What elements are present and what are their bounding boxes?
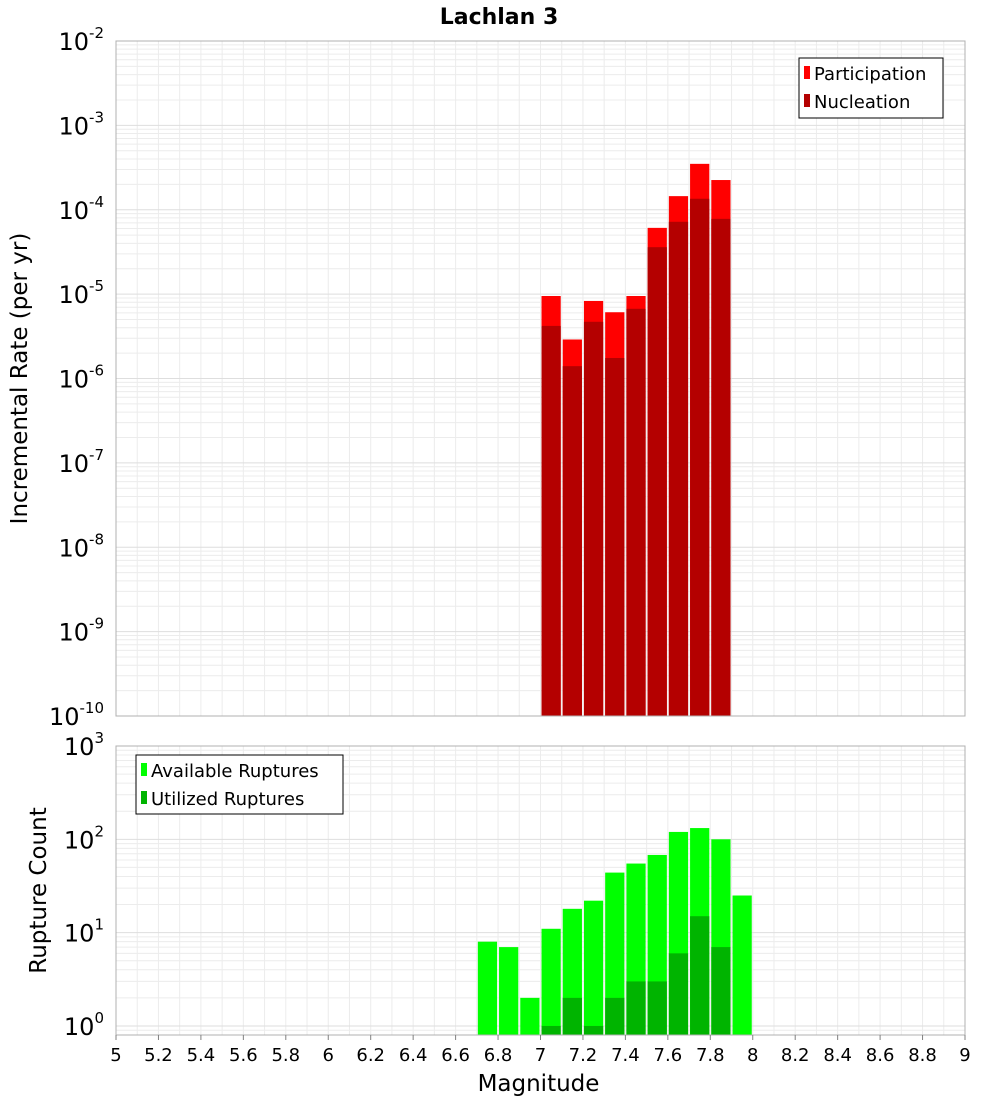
panel1-plot-border <box>115 40 966 717</box>
panel2-y-tick-label: 103 <box>64 729 104 761</box>
panel2-x-tick-label: 7.6 <box>654 1045 683 1066</box>
panel2-x-tick-label: 7.8 <box>696 1045 725 1066</box>
panel2-x-tick-label: 6.4 <box>399 1045 428 1066</box>
panel1-y-tick-label: 10-4 <box>58 193 104 225</box>
panel2-x-tick-label: 8.8 <box>908 1045 937 1066</box>
panel2-legend-swatch <box>141 763 147 776</box>
panel2-bar-primary <box>583 900 604 1035</box>
panel2-x-tick-label: 8.6 <box>866 1045 895 1066</box>
panel1-y-tick-label: 10-3 <box>58 108 104 140</box>
panel1-y-tick-label: 10-10 <box>49 699 104 731</box>
panel2-bar-primary <box>605 872 625 1035</box>
panel2-bar-secondary <box>562 997 582 1035</box>
panel2-legend <box>135 754 344 815</box>
panel2-bar-secondary <box>690 916 710 1035</box>
panel2-x-tick-label: 7.4 <box>611 1045 640 1066</box>
panel1-legend-swatch <box>804 94 810 107</box>
panel1-bar-secondary <box>562 366 582 716</box>
panel2-x-tick-label: 5.2 <box>144 1045 173 1066</box>
panel1-legend-label: Participation <box>814 64 926 85</box>
panel2-x-tick-label: 5 <box>110 1045 121 1066</box>
panel1-y-tick-label: 10-7 <box>58 446 104 478</box>
panel2-bar-secondary <box>583 1025 604 1035</box>
panel2-y-axis-label: Rupture Count <box>26 807 52 973</box>
panel1-y-tick-label: 10-8 <box>58 530 104 562</box>
panel1-legend <box>798 57 944 119</box>
panel2-x-tick-label: 6.8 <box>484 1045 513 1066</box>
panel1-bar-secondary <box>583 321 604 716</box>
panel2-y-tick-label: 101 <box>64 916 104 948</box>
panel2-x-axis-label: Magnitude <box>478 1071 600 1097</box>
panel2-bar-primary <box>477 941 498 1035</box>
panel1-bar-secondary <box>541 325 561 716</box>
panel2-legend-swatch <box>141 791 147 804</box>
panel1-y-tick-label: 10-9 <box>58 615 104 647</box>
panel2-x-tick-label: 7 <box>535 1045 546 1066</box>
panel2-x-tick-label: 7.2 <box>569 1045 598 1066</box>
panel2-bar-secondary <box>647 981 667 1035</box>
panel2-y-tick-label: 100 <box>64 1009 104 1041</box>
panel2-x-tick-label: 5.8 <box>271 1045 300 1066</box>
panel1-bar-secondary <box>626 308 646 716</box>
panel1-y-axis-label: Incremental Rate (per yr) <box>7 233 33 525</box>
panel2-bar-secondary <box>626 981 646 1035</box>
panel2-bar-secondary <box>711 947 731 1035</box>
panel2-bar-primary <box>520 997 540 1035</box>
panel2-bar-secondary <box>668 953 689 1035</box>
panel1-y-tick-label: 10-6 <box>58 362 104 394</box>
chart-title: Lachlan 3 <box>440 5 559 30</box>
panel1-y-tick-label: 10-5 <box>58 277 104 309</box>
panel2-x-tick-label: 8.2 <box>781 1045 810 1066</box>
panel2-x-tick-label: 8.4 <box>823 1045 852 1066</box>
panel2-bar-primary <box>732 895 752 1035</box>
panel2-x-tick-label: 5.6 <box>229 1045 258 1066</box>
panel2-bar-primary <box>541 928 561 1035</box>
panel2-x-tick-label: 6 <box>323 1045 334 1066</box>
panel2-bar-secondary <box>541 1025 561 1035</box>
panel2-x-tick-label: 6.6 <box>441 1045 470 1066</box>
panel1-bar-secondary <box>711 218 731 716</box>
panel2-bar-primary <box>499 947 519 1035</box>
panel2-x-tick-label: 9 <box>959 1045 970 1066</box>
panel1-legend-swatch <box>804 66 810 79</box>
panel1-y-tick-label: 10-2 <box>58 24 104 56</box>
panel2-legend-label: Available Ruptures <box>151 761 319 782</box>
panel1-bar-secondary <box>647 247 667 716</box>
panel2-x-tick-label: 5.4 <box>187 1045 216 1066</box>
panel2-x-tick-label: 8 <box>747 1045 758 1066</box>
panel1-bar-secondary <box>690 198 710 717</box>
panel2-bar-secondary <box>605 997 625 1035</box>
panel2-y-tick-label: 102 <box>64 822 104 854</box>
panel2-legend-label: Utilized Ruptures <box>151 789 304 810</box>
panel1-legend-label: Nucleation <box>814 92 910 113</box>
panel2-x-tick-label: 6.2 <box>356 1045 385 1066</box>
panel1-bar-secondary <box>668 221 689 716</box>
panel1-bar-secondary <box>605 357 625 716</box>
